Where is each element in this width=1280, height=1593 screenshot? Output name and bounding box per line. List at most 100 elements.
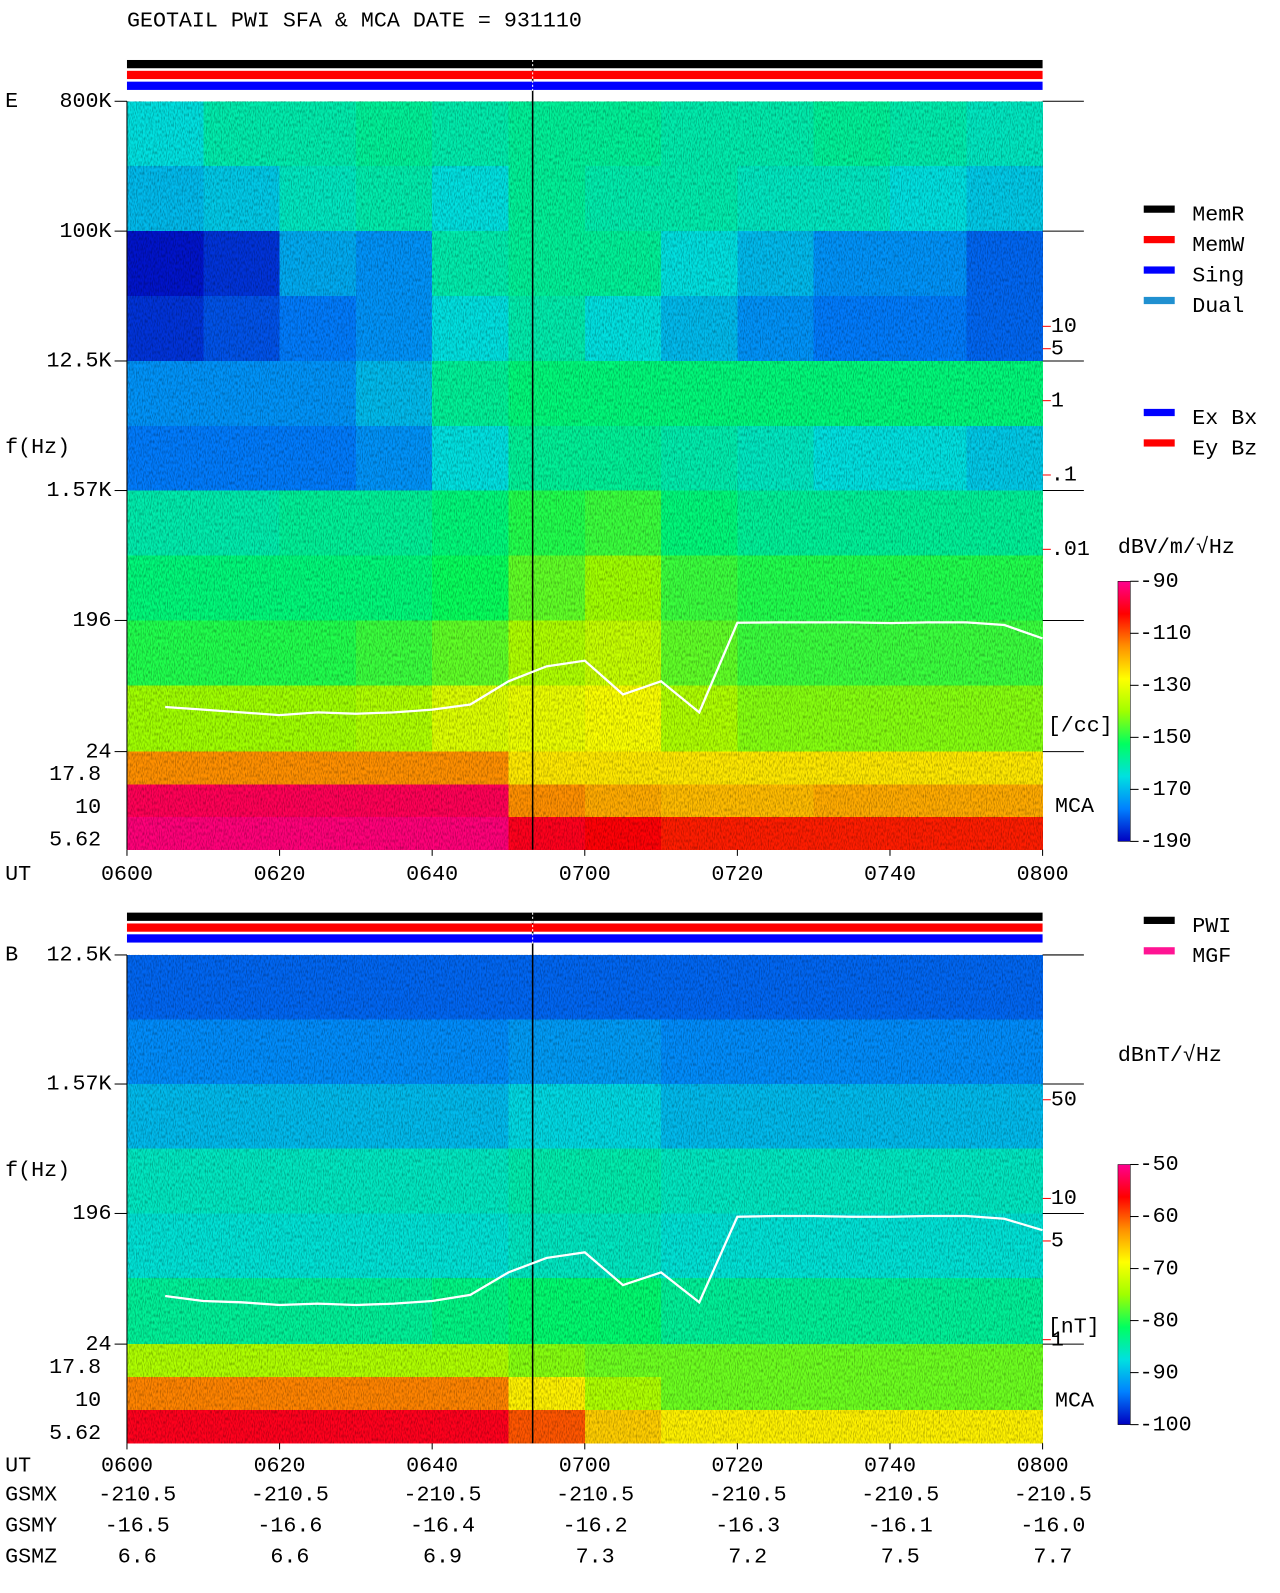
mca-label: MCA	[1055, 794, 1094, 819]
status-bar	[126, 923, 1043, 932]
y-tick-label: 1.57K	[46, 1072, 111, 1097]
orbit-value: -16.1	[868, 1514, 933, 1539]
legend-label: MGF	[1192, 944, 1231, 969]
colorbar-tick-label: -50	[1140, 1152, 1179, 1177]
colorbar	[1117, 1164, 1131, 1425]
orbit-value: 7.5	[881, 1544, 920, 1569]
y2-tick-label: .1	[1051, 463, 1077, 488]
y2-axis-label: [nT]	[1048, 1314, 1100, 1339]
y-tick-label: 196	[72, 608, 111, 633]
x-tick-label: 0600	[101, 862, 153, 887]
y-tick-label: 800K	[59, 89, 111, 114]
colorbar-tick-label: -60	[1140, 1204, 1179, 1229]
x-tick-label: 0620	[254, 862, 306, 887]
legend-swatch	[1143, 947, 1175, 955]
y2-tick-label: 1	[1051, 388, 1064, 413]
legend-swatch	[1143, 296, 1175, 305]
legend-swatch	[1143, 408, 1175, 417]
y-axis-label: f(Hz)	[5, 435, 70, 460]
colorbar-tick-label: -110	[1140, 621, 1192, 646]
x-tick-label: 0720	[711, 862, 763, 887]
x-tick-label: 0720	[711, 1454, 763, 1479]
legend-label: Sing	[1192, 263, 1244, 288]
x-tick-label: 0740	[864, 1454, 916, 1479]
orbit-value: 6.9	[423, 1544, 462, 1569]
x-tick-label: 0800	[1017, 1454, 1069, 1479]
colorbar-tick-label: -100	[1140, 1412, 1192, 1437]
legend-label: Dual	[1192, 294, 1244, 319]
panel-label: B	[5, 943, 18, 968]
trace-line	[165, 621, 1043, 717]
orbit-value: -16.2	[563, 1514, 628, 1539]
orbit-value: -210.5	[1014, 1483, 1092, 1508]
x-tick-label: 0620	[254, 1454, 306, 1479]
x-axis-label: UT	[5, 862, 31, 887]
x-tick-label: 0640	[406, 1454, 458, 1479]
x-tick-label: 0600	[101, 1454, 153, 1479]
texture	[126, 954, 1043, 1444]
colorbar-tick-label: -90	[1140, 569, 1179, 594]
x-tick-label: 0800	[1017, 862, 1069, 887]
colorbar	[1117, 581, 1131, 842]
orbit-value: -210.5	[709, 1483, 787, 1508]
x-tick-label: 0700	[559, 1454, 611, 1479]
y-axis-label: f(Hz)	[5, 1158, 70, 1183]
colorbar-tick-label: -90	[1140, 1360, 1179, 1385]
status-bar	[126, 59, 1043, 69]
trace-line	[165, 1214, 1043, 1307]
legend-swatch	[1143, 235, 1175, 244]
y-tick-label: 100K	[59, 219, 111, 244]
orbit-value: -16.3	[715, 1514, 780, 1539]
legend-swatch	[1143, 205, 1175, 213]
mca-tick-label: 10	[75, 795, 101, 820]
mca-label: MCA	[1055, 1389, 1094, 1414]
colorbar-tick-label: -130	[1140, 673, 1192, 698]
orbit-value: 6.6	[270, 1544, 309, 1569]
colorbar-tick-label: -190	[1140, 829, 1192, 854]
legend-swatch	[1143, 916, 1175, 924]
orbit-value: -210.5	[861, 1483, 939, 1508]
orbit-value: -16.6	[257, 1514, 322, 1539]
y2-tick-label: 10	[1051, 314, 1077, 339]
colorbar-tick-label: -70	[1140, 1256, 1179, 1281]
colorbar-tick-label: -150	[1140, 725, 1192, 750]
mca-tick-label: 17.8	[49, 762, 101, 787]
orbit-value: 7.3	[576, 1544, 615, 1569]
y-tick-label: 196	[72, 1201, 111, 1226]
status-bar	[126, 81, 1043, 90]
title: GEOTAIL PWI SFA & MCA DATE = 931110	[127, 8, 582, 33]
x-tick-label: 0700	[559, 862, 611, 887]
orbit-value: -16.5	[105, 1514, 170, 1539]
mca-tick-label: 5.62	[49, 1421, 101, 1446]
y2-tick-label: 1	[1051, 1327, 1064, 1352]
orbit-value: -210.5	[404, 1483, 482, 1508]
orbit-value: 7.7	[1033, 1544, 1072, 1569]
colorbar-tick-label: -170	[1140, 777, 1192, 802]
legend-swatch	[1143, 439, 1175, 447]
orbit-value: -16.4	[410, 1514, 475, 1539]
mca-tick-label: 5.62	[49, 828, 101, 853]
legend-label: Ex Bx	[1192, 406, 1257, 431]
orbit-label: GSMY	[5, 1514, 57, 1539]
legend-swatch	[1143, 266, 1175, 274]
mca-tick-label: 10	[75, 1388, 101, 1413]
x-tick-label: 0640	[406, 862, 458, 887]
status-bar	[126, 70, 1043, 80]
y2-tick-label: 5	[1051, 1229, 1064, 1254]
x-axis-label: UT	[5, 1454, 31, 1479]
y-tick-label: 24	[85, 1332, 111, 1357]
y2-tick-label: 10	[1051, 1186, 1077, 1211]
mca-tick-label: 17.8	[49, 1355, 101, 1380]
orbit-value: 7.2	[728, 1544, 767, 1569]
y-tick-label: 1.57K	[46, 478, 111, 503]
orbit-value: -16.0	[1020, 1514, 1085, 1539]
legend-label: Ey Bz	[1192, 436, 1257, 461]
orbit-value: -210.5	[556, 1483, 634, 1508]
colorbar-tick-label: -80	[1140, 1308, 1179, 1333]
legend-label: MemR	[1192, 203, 1244, 228]
y2-tick-label: .01	[1051, 537, 1090, 562]
legend-label: PWI	[1192, 914, 1231, 939]
y2-axis-label: [/cc]	[1048, 714, 1113, 739]
y-tick-label: 24	[85, 739, 111, 764]
